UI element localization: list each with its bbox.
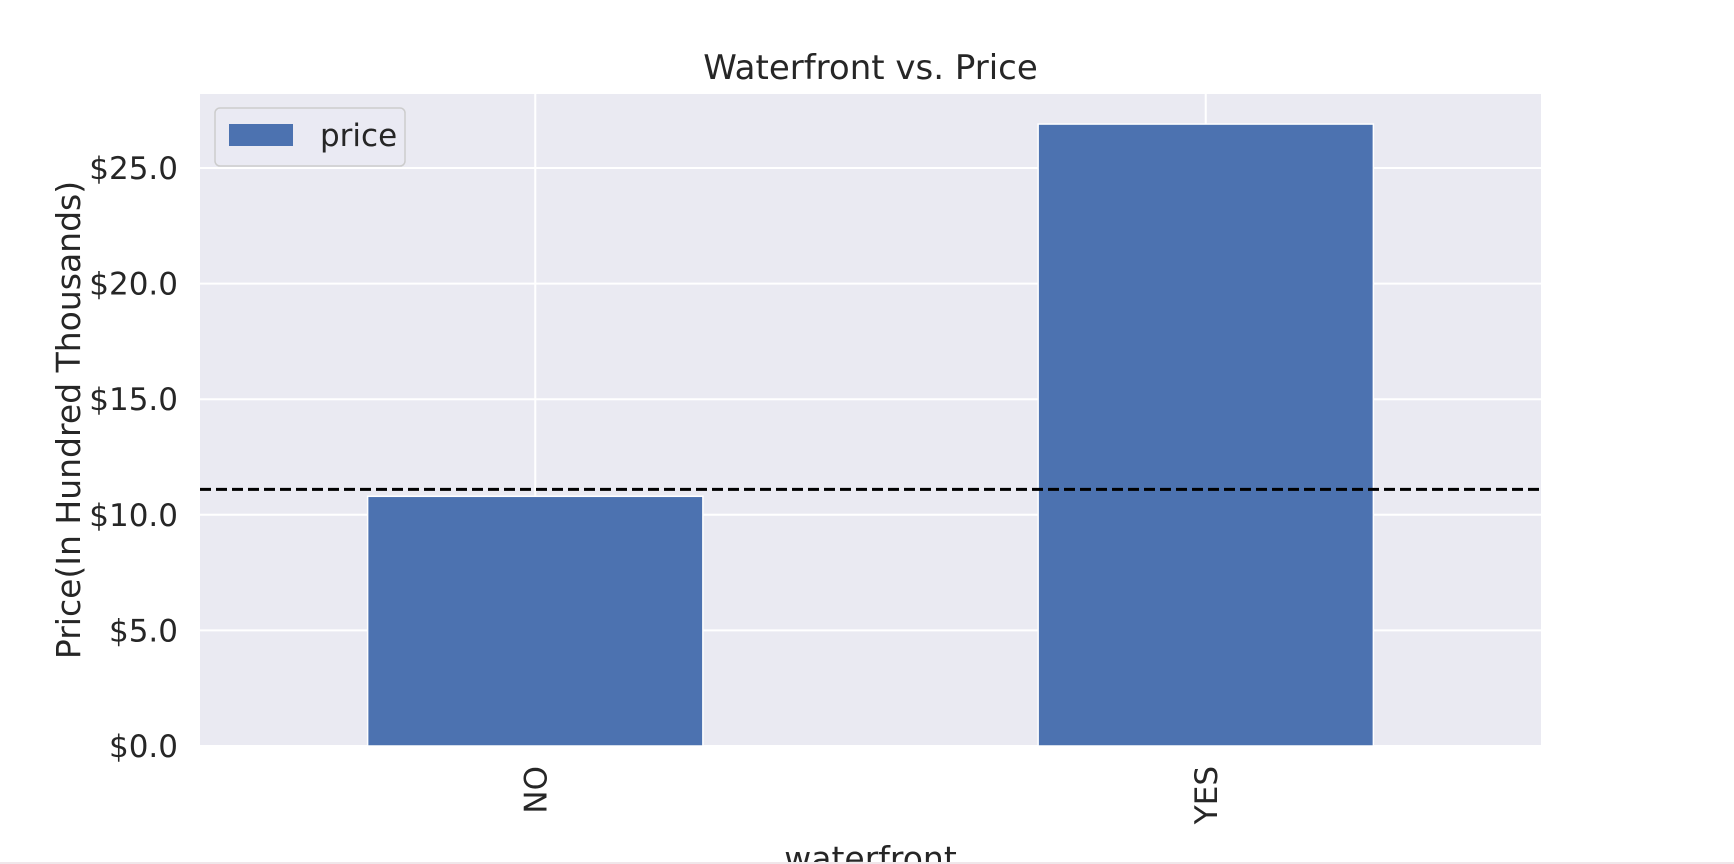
y-tick-label: $15.0 bbox=[89, 382, 178, 418]
x-tick-label-no: NO bbox=[518, 766, 554, 814]
bottom-divider bbox=[0, 862, 1734, 864]
y-tick-label: $25.0 bbox=[89, 151, 178, 187]
legend-box bbox=[214, 107, 406, 167]
y-tick-label: $5.0 bbox=[109, 613, 178, 649]
x-axis-label: waterfront bbox=[784, 839, 957, 864]
y-tick-label: $0.0 bbox=[109, 729, 178, 765]
bar-no bbox=[366, 495, 704, 747]
x-tick-label-yes: YES bbox=[1189, 766, 1225, 825]
chart-title: Waterfront vs. Price bbox=[703, 48, 1038, 88]
legend-swatch-price bbox=[229, 124, 293, 146]
legend-label-price: price bbox=[320, 118, 397, 154]
y-tick-label: $10.0 bbox=[89, 498, 178, 534]
bar-yes bbox=[1037, 123, 1375, 747]
y-axis-label: Price(In Hundred Thousands) bbox=[49, 181, 88, 659]
y-tick-label: $20.0 bbox=[89, 267, 178, 303]
